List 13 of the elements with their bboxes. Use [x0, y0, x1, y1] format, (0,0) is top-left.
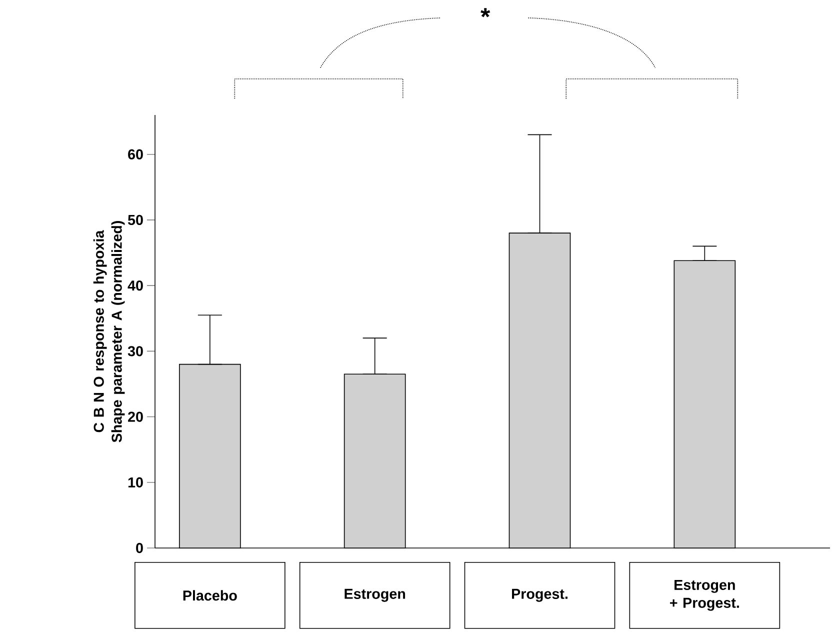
y-tick-label: 40 [128, 280, 143, 291]
y-tick-label: 10 [128, 477, 143, 488]
x-tick-label: Estrogen [344, 588, 406, 602]
y-axis-title: C B N O response to hypoxia Shape parameter A (normalized) [93, 221, 125, 442]
x-tick-label: Progest. [512, 588, 568, 602]
y-tick-label: 0 [136, 542, 143, 554]
y-tick-label: 50 [128, 214, 143, 226]
y-tick-label: 30 [128, 346, 143, 356]
text: * [480, 8, 490, 18]
y-tick-label: 60 [128, 149, 143, 160]
y-tick-label: 20 [128, 412, 143, 422]
x-tick-label: Placebo [183, 590, 237, 601]
x-tick-label: Estrogen + Progest. [670, 580, 739, 611]
